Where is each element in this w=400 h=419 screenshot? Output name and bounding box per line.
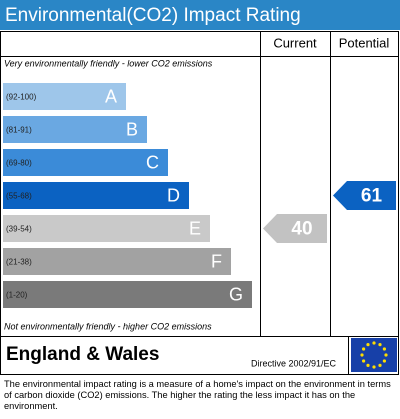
star: [362, 347, 366, 351]
star: [366, 363, 370, 367]
band-range: (39-54): [6, 225, 32, 234]
top-note: Very environmentally friendly - lower CO…: [4, 58, 213, 68]
band-letter: C: [146, 152, 159, 172]
potential-value: 61: [361, 186, 383, 207]
star: [378, 343, 382, 347]
band-letter: E: [189, 218, 201, 238]
title-bar: [0, 0, 400, 30]
star: [372, 341, 376, 345]
potential-header: Potential: [339, 35, 390, 50]
band: [3, 116, 147, 143]
band-range: (21-38): [6, 258, 32, 267]
band: [3, 248, 231, 275]
band-letter: D: [167, 185, 180, 205]
description: The environmental impact rating is a mea…: [4, 379, 391, 411]
band: [3, 182, 189, 209]
band-range: (92-100): [6, 93, 37, 102]
star: [366, 343, 370, 347]
band-letter: F: [211, 251, 222, 271]
current-value: 40: [291, 219, 312, 240]
current-arrow: [263, 214, 327, 243]
star: [382, 359, 386, 363]
eu-flag: [351, 338, 397, 372]
current-header: Current: [273, 35, 317, 50]
star: [384, 353, 388, 357]
star: [372, 365, 376, 369]
band-range: (69-80): [6, 159, 32, 168]
star: [382, 347, 386, 351]
band-letter: G: [229, 284, 243, 304]
rating-chart: Environmental(CO2) Impact Rating Current…: [0, 0, 400, 375]
band: [3, 149, 168, 176]
band-range: (1-20): [6, 291, 28, 300]
potential-arrow: [333, 181, 396, 210]
title: Environmental(CO2) Impact Rating: [5, 5, 301, 26]
frame: [0, 31, 399, 375]
band-range: (55-68): [6, 192, 32, 201]
band-letter: B: [126, 119, 138, 139]
band: [3, 215, 210, 242]
band-range: (81-91): [6, 126, 32, 135]
band-letter: A: [105, 86, 117, 106]
bottom-note: Not environmentally friendly - higher CO…: [4, 321, 212, 331]
region: England & Wales: [6, 344, 159, 365]
directive: Directive 2002/91/EC: [251, 358, 337, 368]
band: [3, 83, 126, 110]
star: [378, 363, 382, 367]
star: [362, 359, 366, 363]
star: [360, 353, 364, 357]
band: [3, 281, 252, 308]
